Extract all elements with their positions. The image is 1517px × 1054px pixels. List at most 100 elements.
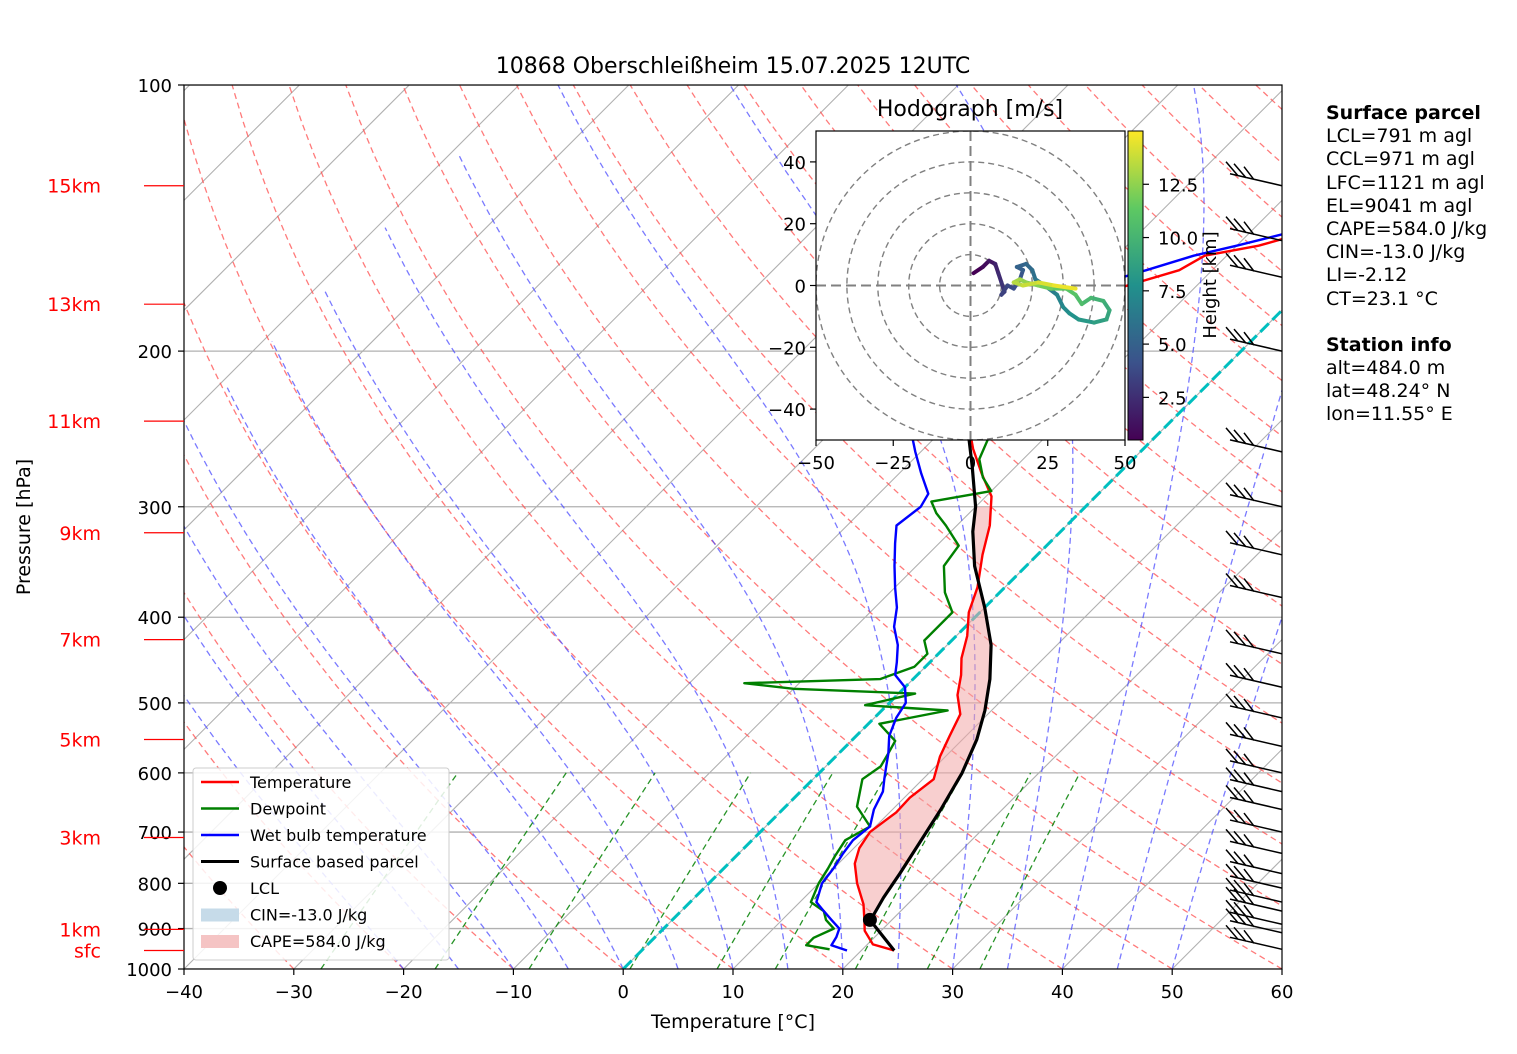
lcl-marker — [862, 912, 877, 927]
wind-barb — [1225, 252, 1283, 278]
height-label: 3km — [59, 828, 101, 850]
dry-adiabat — [402, 85, 1282, 969]
y-tick-label: 900 — [138, 920, 172, 941]
wind-barb — [1225, 886, 1283, 912]
temperature-line — [853, 237, 1282, 952]
x-axis-label: Temperature [°C] — [650, 1011, 815, 1033]
dry-adiabat — [345, 85, 1173, 969]
y-tick-label: 1000 — [126, 960, 172, 981]
hodograph-y-tick-label: −40 — [768, 400, 806, 421]
chart-title: 10868 Oberschleißheim 15.07.2025 12UTC — [496, 54, 971, 79]
moist-adiabat — [1061, 85, 1205, 969]
legend-label-wet-bulb: Wet bulb temperature — [250, 826, 427, 845]
colorbar-tick-label: 2.5 — [1158, 388, 1187, 409]
x-tick-label: −30 — [275, 982, 313, 1003]
moist-adiabat — [226, 387, 624, 969]
legend-swatch-lcl — [213, 881, 227, 895]
legend-label-dewpoint: Dewpoint — [250, 800, 326, 819]
moist-adiabat — [1116, 388, 1282, 969]
hodograph-segment — [1055, 292, 1066, 310]
height-label: 15km — [47, 176, 101, 198]
isotherm-line — [842, 529, 1282, 969]
x-tick-label: 30 — [941, 982, 964, 1003]
isotherm-line — [184, 85, 739, 641]
hodograph-segment — [1036, 283, 1053, 291]
height-label: 1km — [59, 919, 101, 941]
moist-adiabat — [184, 420, 569, 969]
hodograph-segment — [1089, 295, 1106, 303]
mixing-ratio-line — [926, 772, 1032, 969]
x-tick-label: 50 — [1161, 982, 1184, 1003]
mixing-ratio-line — [979, 772, 1081, 969]
colorbar-tick-label: 12.5 — [1158, 175, 1198, 196]
x-tick-label: −20 — [385, 982, 423, 1003]
hodograph-segment — [1021, 280, 1041, 288]
legend-label-cape: CAPE=584.0 J/kg — [250, 932, 386, 951]
y-tick-label: 500 — [138, 694, 172, 715]
cape-area — [854, 506, 992, 920]
x-tick-label: −40 — [165, 982, 203, 1003]
x-tick-label: 10 — [722, 982, 745, 1003]
hodograph-colorbar — [1127, 130, 1144, 441]
wind-barb — [1225, 216, 1283, 242]
wind-barb — [1225, 629, 1283, 655]
dry-adiabat — [231, 85, 953, 969]
dry-adiabat — [288, 85, 1063, 969]
wind-barb — [1225, 863, 1283, 889]
wind-barb — [1225, 721, 1283, 748]
wind-barb — [1225, 807, 1283, 833]
wind-barb — [1225, 573, 1283, 599]
hodograph-x-tick-label: 0 — [965, 453, 976, 474]
mixing-ratio-line — [854, 772, 964, 969]
surface-ccl: CCL=971 m agl — [1326, 148, 1475, 171]
hodograph-y-tick-label: 0 — [795, 277, 806, 298]
surface-parcel-heading: Surface parcel — [1326, 102, 1481, 124]
wind-barb — [1225, 693, 1283, 719]
mixing-ratio-line — [716, 772, 834, 969]
hodograph-segment — [1076, 317, 1097, 325]
dry-adiabat — [857, 85, 1282, 493]
height-label: sfc — [74, 941, 101, 963]
wind-barbs — [1225, 161, 1283, 951]
x-tick-label: 40 — [1051, 982, 1074, 1003]
surface-el: EL=9041 m agl — [1326, 194, 1473, 217]
wind-barb — [1225, 877, 1283, 903]
surface-cape: CAPE=584.0 J/kg — [1326, 218, 1488, 241]
hodograph-inset: Hodograph [m/s] Height [km] −50 −25 0 25 50 4… — [768, 97, 1221, 474]
moist-adiabat — [955, 85, 1074, 969]
zero-isotherm — [622, 308, 1282, 969]
y-tick-label: 600 — [138, 764, 172, 785]
isotherm-line — [184, 85, 410, 311]
wind-barb — [1225, 908, 1283, 934]
wind-barb — [1225, 748, 1283, 774]
colorbar-tick-label: 10.0 — [1158, 229, 1198, 250]
wind-barb — [1225, 784, 1283, 811]
legend-label-cin: CIN=-13.0 J/kg — [250, 906, 367, 925]
wind-barb — [1225, 530, 1283, 556]
x-tick-label: 60 — [1271, 982, 1294, 1003]
legend-label-temperature: Temperature — [249, 773, 351, 792]
surface-ct: CT=23.1 °C — [1326, 287, 1438, 310]
isotherm-line — [184, 85, 630, 531]
height-label: 9km — [59, 523, 101, 545]
wind-barb — [1225, 427, 1283, 453]
hodograph-title: Hodograph [m/s] — [877, 97, 1063, 122]
isotherm-line — [184, 85, 520, 421]
colorbar-tick-label: 7.5 — [1158, 282, 1187, 303]
wind-barb — [1225, 161, 1283, 187]
legend-swatch-cape — [201, 935, 239, 948]
isotherm-line — [184, 85, 849, 751]
dry-adiabat — [184, 116, 844, 969]
hodograph-segment — [1036, 280, 1056, 288]
isotherm-line — [952, 638, 1282, 969]
hodograph-y-tick-label: 40 — [783, 153, 806, 174]
y-axis-label: Pressure [hPa] — [13, 459, 35, 595]
wind-barb — [1225, 849, 1283, 875]
wind-barb — [1225, 767, 1283, 793]
moist-adiabat — [1171, 615, 1282, 969]
x-tick-label: −10 — [494, 982, 532, 1003]
hodograph-y-tick-label: −20 — [768, 338, 806, 359]
wind-barb — [1225, 482, 1283, 508]
y-tick-label: 800 — [138, 874, 172, 895]
height-label: 5km — [59, 729, 101, 751]
